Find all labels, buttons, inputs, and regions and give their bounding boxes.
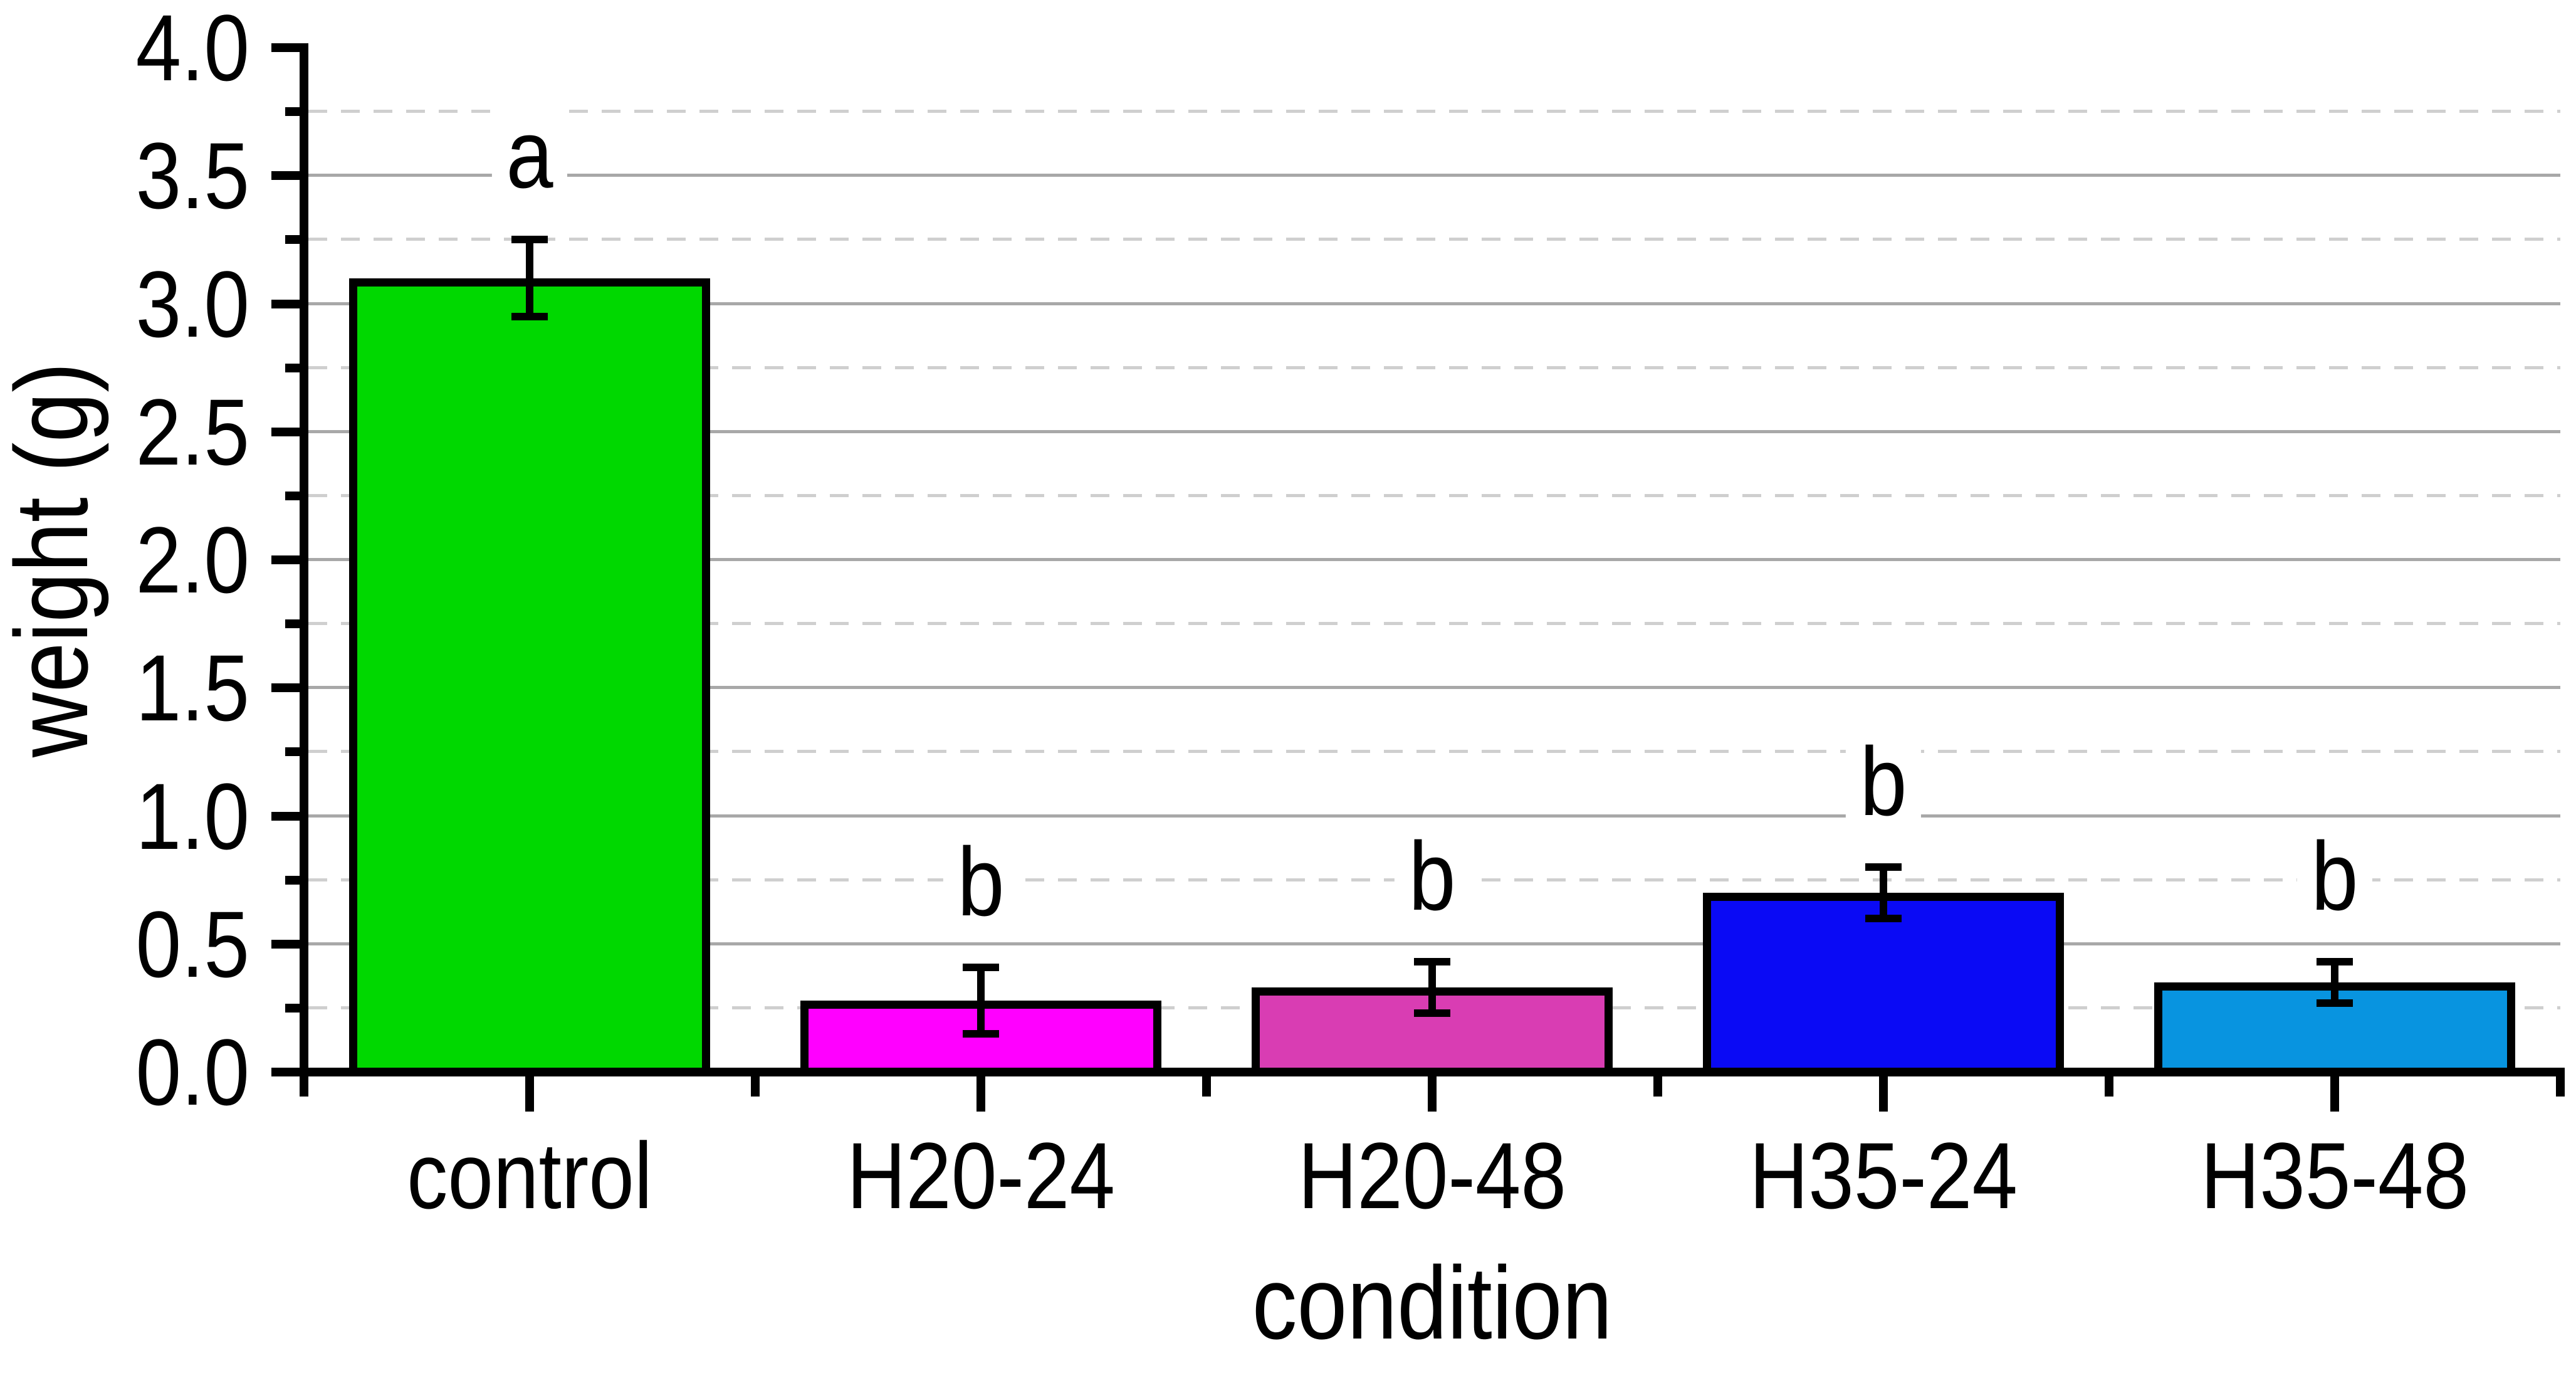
- bar: [1703, 893, 2064, 1076]
- y-tick-label: 1.5: [135, 635, 249, 741]
- error-bar-cap-top: [2317, 958, 2353, 966]
- x-tick-minor: [300, 1076, 308, 1097]
- y-tick-minor: [285, 875, 304, 885]
- error-bar-cap-top: [1414, 958, 1450, 966]
- error-bar-cap-top: [511, 236, 548, 244]
- gridline-minor: [308, 622, 2560, 626]
- error-bar-cap-bottom: [511, 312, 548, 320]
- x-tick-major: [1879, 1076, 1888, 1112]
- error-bar-stem: [526, 239, 533, 317]
- x-tick-major: [976, 1076, 985, 1112]
- x-axis-title: condition: [1252, 1245, 1613, 1360]
- x-tick-minor: [751, 1076, 760, 1097]
- x-tick-minor: [2105, 1076, 2113, 1097]
- gridline-major: [308, 686, 2560, 690]
- x-tick-major: [1428, 1076, 1437, 1112]
- error-bar-cap-bottom: [1865, 914, 1902, 922]
- error-bar-stem: [2331, 962, 2338, 1003]
- gridline-major: [308, 302, 2560, 305]
- y-tick-major: [271, 427, 304, 436]
- y-tick-minor: [285, 619, 304, 629]
- y-tick-major: [271, 171, 304, 181]
- y-tick-label: 1.0: [135, 763, 249, 869]
- y-tick-major: [271, 683, 304, 693]
- x-axis-line: [271, 1068, 2565, 1076]
- x-tick-major: [2330, 1076, 2339, 1112]
- gridline-minor: [308, 110, 2560, 113]
- error-bar-cap-bottom: [1414, 1009, 1450, 1018]
- gridline-major: [308, 429, 2560, 433]
- y-tick-minor: [285, 363, 304, 372]
- y-tick-label: 3.0: [135, 251, 249, 357]
- significance-letter: b: [2296, 821, 2373, 933]
- error-bar-stem: [1880, 867, 1887, 918]
- y-tick-minor: [285, 107, 304, 117]
- gridline-minor: [308, 366, 2560, 369]
- bar: [349, 278, 710, 1076]
- error-bar-stem: [1428, 962, 1436, 1014]
- significance-letter: b: [1845, 726, 1922, 838]
- y-tick-label: 4.0: [135, 0, 249, 100]
- significance-letter: b: [943, 826, 1019, 938]
- error-bar-cap-bottom: [963, 1029, 999, 1038]
- x-tick-minor: [1653, 1076, 1662, 1097]
- y-tick-minor: [285, 1003, 304, 1013]
- gridline-major: [308, 814, 2560, 818]
- significance-letter: b: [1394, 821, 1470, 933]
- y-tick-minor: [285, 491, 304, 500]
- x-tick-label: control: [407, 1123, 652, 1228]
- y-tick-major: [271, 555, 304, 564]
- error-bar-cap-top: [1865, 863, 1902, 871]
- y-tick-label: 0.0: [135, 1019, 249, 1125]
- x-tick-minor: [1202, 1076, 1211, 1097]
- gridline-minor: [308, 493, 2560, 497]
- significance-letter: a: [491, 98, 568, 211]
- y-tick-label: 0.5: [135, 891, 249, 997]
- y-tick-label: 2.5: [135, 379, 249, 485]
- error-bar-cap-bottom: [2317, 999, 2353, 1007]
- gridline-major: [308, 558, 2560, 561]
- y-tick-label: 2.0: [135, 507, 249, 613]
- gridline-minor: [308, 238, 2560, 241]
- y-tick-major: [271, 43, 304, 52]
- x-tick-major: [525, 1076, 534, 1112]
- gridline-major: [308, 942, 2560, 945]
- x-tick-label: H35-24: [1749, 1123, 2018, 1228]
- x-tick-label: H35-48: [2200, 1123, 2469, 1228]
- error-bar-stem: [977, 967, 985, 1034]
- y-tick-major: [271, 939, 304, 949]
- x-tick-label: H20-48: [1297, 1123, 1567, 1228]
- x-tick-minor: [2556, 1076, 2565, 1097]
- y-tick-label: 3.5: [135, 123, 249, 229]
- y-tick-major: [271, 811, 304, 821]
- gridline-minor: [308, 750, 2560, 754]
- y-tick-minor: [285, 235, 304, 245]
- y-tick-major: [271, 1068, 304, 1076]
- gridline-major: [308, 174, 2560, 177]
- y-tick-minor: [285, 747, 304, 757]
- error-bar-cap-top: [963, 963, 999, 971]
- x-tick-label: H20-24: [846, 1123, 1116, 1228]
- y-tick-major: [271, 299, 304, 308]
